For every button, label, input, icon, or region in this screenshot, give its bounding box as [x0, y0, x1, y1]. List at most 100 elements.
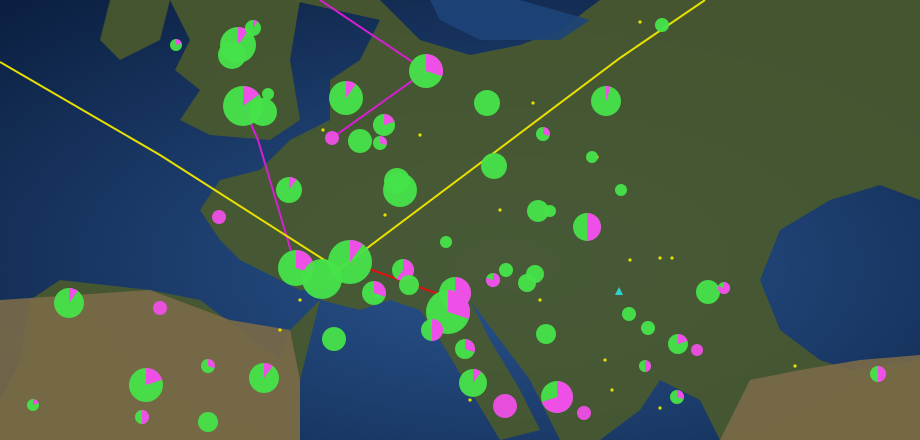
small-marker	[793, 364, 797, 368]
pie-marker[interactable]	[870, 366, 886, 382]
pie-marker[interactable]	[541, 381, 573, 413]
pie-marker[interactable]	[573, 213, 601, 241]
pie-slice-primary	[691, 344, 703, 356]
pie-slice-secondary	[142, 410, 149, 424]
pie-slice-secondary	[33, 399, 39, 405]
pie-marker[interactable]	[276, 177, 302, 203]
pie-marker[interactable]	[245, 20, 261, 36]
pie-slice-primary	[536, 324, 556, 344]
pie-slice-primary	[474, 90, 500, 116]
pie-marker[interactable]	[399, 275, 419, 295]
pie-marker[interactable]	[544, 205, 556, 217]
pie-marker[interactable]	[218, 41, 246, 69]
pie-marker[interactable]	[526, 265, 544, 283]
pie-marker[interactable]	[362, 281, 386, 305]
pie-slice-secondary	[606, 86, 611, 101]
pie-marker[interactable]	[249, 363, 279, 393]
small-marker	[531, 101, 535, 105]
pie-slice-primary	[325, 131, 339, 145]
pie-marker[interactable]	[409, 54, 443, 88]
pie-marker[interactable]	[170, 39, 182, 51]
pie-marker[interactable]	[691, 344, 703, 356]
pie-marker[interactable]	[440, 236, 452, 248]
pie-slice-primary	[622, 307, 636, 321]
pie-slice-primary	[586, 151, 598, 163]
pie-marker[interactable]	[481, 153, 507, 179]
small-marker	[418, 133, 422, 137]
pie-marker[interactable]	[696, 280, 720, 304]
pie-marker[interactable]	[670, 390, 684, 404]
pie-marker[interactable]	[153, 301, 167, 315]
pie-marker[interactable]	[577, 406, 591, 420]
pie-marker[interactable]	[586, 151, 598, 163]
pie-marker[interactable]	[322, 327, 346, 351]
pie-slice-primary	[153, 301, 167, 315]
pie-slice-secondary	[146, 368, 163, 385]
small-marker	[610, 388, 614, 392]
pie-marker[interactable]	[718, 282, 730, 294]
pie-slice-primary	[544, 205, 556, 217]
pie-slice-secondary	[380, 136, 388, 146]
pie-marker[interactable]	[641, 321, 655, 335]
pie-marker[interactable]	[383, 173, 417, 207]
pie-marker[interactable]	[655, 18, 669, 32]
pie-slice-primary	[322, 327, 346, 351]
land-region	[100, 0, 170, 60]
pie-marker[interactable]	[527, 200, 549, 222]
small-marker	[658, 256, 662, 260]
pie-slice-secondary	[473, 369, 482, 383]
pie-slice-primary	[440, 236, 452, 248]
pie-slice-secondary	[543, 127, 550, 137]
pie-slice-primary	[493, 394, 517, 418]
pie-slice-primary	[641, 321, 655, 335]
pie-marker[interactable]	[54, 288, 84, 318]
pie-marker[interactable]	[639, 360, 651, 372]
pie-slice-primary	[499, 263, 513, 277]
pie-marker[interactable]	[536, 127, 550, 141]
pie-slice-secondary	[374, 281, 386, 297]
pie-markers[interactable]	[27, 18, 886, 432]
pie-marker[interactable]	[135, 410, 149, 424]
pie-marker[interactable]	[536, 324, 556, 344]
small-marker	[603, 358, 607, 362]
pie-slice-secondary	[432, 319, 443, 341]
pie-marker[interactable]	[591, 86, 621, 116]
small-marker	[468, 398, 472, 402]
pie-marker[interactable]	[373, 136, 388, 150]
pie-slice-primary	[218, 41, 246, 69]
pie-marker[interactable]	[373, 114, 395, 136]
pie-slice-primary	[249, 98, 277, 126]
pie-slice-secondary	[289, 177, 297, 190]
pie-marker[interactable]	[493, 394, 517, 418]
route-line	[319, 0, 427, 72]
pie-marker[interactable]	[455, 339, 475, 359]
pie-marker[interactable]	[459, 369, 487, 397]
pie-slice-secondary	[718, 282, 730, 294]
pie-slice-primary	[526, 265, 544, 283]
route-line	[329, 0, 706, 277]
pie-marker[interactable]	[249, 98, 277, 126]
pie-slice-primary	[198, 412, 218, 432]
pie-marker[interactable]	[329, 81, 363, 115]
pie-marker[interactable]	[198, 412, 218, 432]
pie-marker[interactable]	[486, 273, 501, 287]
pie-marker[interactable]	[499, 263, 513, 277]
pie-marker[interactable]	[328, 240, 372, 284]
pie-marker[interactable]	[348, 129, 372, 153]
pie-marker[interactable]	[622, 307, 636, 321]
small-marker	[638, 20, 642, 24]
pie-marker[interactable]	[474, 90, 500, 116]
pie-marker[interactable]	[325, 131, 339, 145]
pie-marker[interactable]	[27, 399, 39, 411]
pie-marker[interactable]	[421, 319, 443, 341]
pie-marker[interactable]	[262, 88, 274, 100]
pie-marker[interactable]	[615, 184, 627, 196]
pie-marker[interactable]	[201, 359, 215, 373]
pie-marker[interactable]	[668, 334, 688, 354]
pie-marker[interactable]	[212, 210, 226, 224]
pie-slice-primary	[577, 406, 591, 420]
pie-slice-primary	[262, 88, 274, 100]
pie-marker[interactable]	[129, 368, 163, 402]
